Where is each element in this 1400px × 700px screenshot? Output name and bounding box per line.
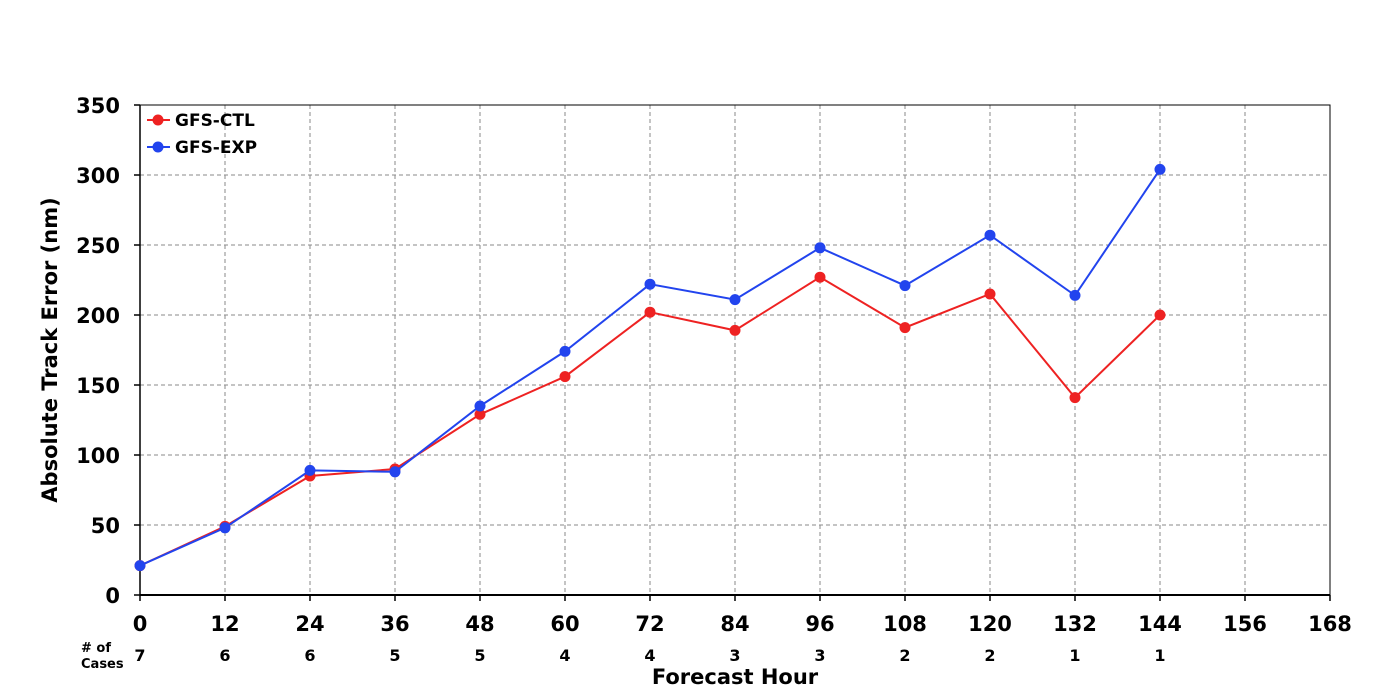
cases-header-line2: Cases <box>81 657 124 672</box>
y-tick-label: 250 <box>76 234 120 258</box>
y-tick-label: 350 <box>76 94 120 118</box>
y-tick-label: 50 <box>91 514 120 538</box>
case-count: 2 <box>899 646 910 665</box>
grid-lines <box>140 105 1330 595</box>
y-tick-label: 300 <box>76 164 120 188</box>
y-tick-label: 0 <box>105 584 120 608</box>
data-point <box>644 306 656 318</box>
legend-marker-ctl <box>152 114 164 126</box>
series-group <box>134 163 1166 572</box>
data-point <box>644 278 656 290</box>
x-tick-label: 0 <box>133 612 148 636</box>
x-tick-label: 84 <box>720 612 749 636</box>
x-tick-label: 60 <box>550 612 579 636</box>
data-point <box>219 522 231 534</box>
x-tick-label: 108 <box>883 612 927 636</box>
case-count: 1 <box>1154 646 1165 665</box>
legend-marker-exp <box>152 141 164 153</box>
data-point <box>1154 163 1166 175</box>
data-point <box>814 271 826 283</box>
x-tick-label: 132 <box>1053 612 1097 636</box>
data-point <box>559 345 571 357</box>
data-point <box>474 408 486 420</box>
data-point <box>134 560 146 572</box>
data-point <box>389 466 401 478</box>
x-tick-label: 12 <box>210 612 239 636</box>
case-count: 1 <box>1069 646 1080 665</box>
y-tick-labels: 0 50 100 150 200 250 300 350 <box>76 94 140 608</box>
data-point <box>984 288 996 300</box>
x-tick-label: 72 <box>635 612 664 636</box>
y-axis-title: Absolute Track Error (nm) <box>38 197 62 502</box>
legend-label-exp: GFS-EXP <box>175 138 257 158</box>
x-tick-label: 36 <box>380 612 409 636</box>
data-point <box>1154 309 1166 321</box>
data-point <box>1069 392 1081 404</box>
y-tick-label: 150 <box>76 374 120 398</box>
cases-row: # of Cases 7 6 6 5 5 4 4 3 3 2 2 1 1 <box>81 641 1166 672</box>
y-tick-label: 100 <box>76 444 120 468</box>
x-tick-label: 168 <box>1308 612 1352 636</box>
data-point <box>304 464 316 476</box>
x-tick-label: 144 <box>1138 612 1182 636</box>
case-count: 3 <box>729 646 740 665</box>
data-point <box>474 400 486 412</box>
x-tick-label: 120 <box>968 612 1012 636</box>
data-point <box>984 229 996 241</box>
case-count: 7 <box>134 646 145 665</box>
series-gfs-exp <box>134 163 1166 572</box>
case-count: 3 <box>814 646 825 665</box>
case-count: 2 <box>984 646 995 665</box>
case-count: 5 <box>389 646 400 665</box>
x-axis-title: Forecast Hour <box>652 665 819 689</box>
data-point <box>814 242 826 254</box>
x-tick-label: 96 <box>805 612 834 636</box>
x-tick-label: 48 <box>465 612 494 636</box>
x-tick-label: 24 <box>295 612 324 636</box>
case-count: 5 <box>474 646 485 665</box>
case-count: 4 <box>559 646 570 665</box>
data-point <box>899 280 911 292</box>
case-count: 4 <box>644 646 655 665</box>
x-tick-label: 156 <box>1223 612 1267 636</box>
legend-label-ctl: GFS-CTL <box>175 111 255 131</box>
data-point <box>1069 289 1081 301</box>
x-tick-labels: 0 12 24 36 48 60 72 84 96 108 120 132 144 156 168 <box>133 595 1352 636</box>
data-point <box>559 371 571 383</box>
legend: GFS-CTL GFS-EXP <box>147 111 257 158</box>
case-count: 6 <box>304 646 315 665</box>
y-tick-label: 200 <box>76 304 120 328</box>
data-point <box>729 324 741 336</box>
cases-header-line1: # of <box>81 641 111 656</box>
case-count: 6 <box>219 646 230 665</box>
data-point <box>899 322 911 334</box>
data-point <box>729 294 741 306</box>
